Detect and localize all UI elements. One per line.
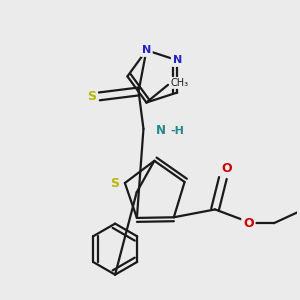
Text: O: O bbox=[243, 217, 254, 230]
Text: N: N bbox=[172, 55, 182, 65]
Text: O: O bbox=[221, 162, 232, 175]
Text: N: N bbox=[142, 45, 151, 55]
Text: S: S bbox=[111, 176, 120, 190]
Text: -H: -H bbox=[170, 126, 184, 136]
Text: N: N bbox=[156, 124, 166, 137]
Text: CH₃: CH₃ bbox=[171, 78, 189, 88]
Text: S: S bbox=[87, 90, 96, 103]
